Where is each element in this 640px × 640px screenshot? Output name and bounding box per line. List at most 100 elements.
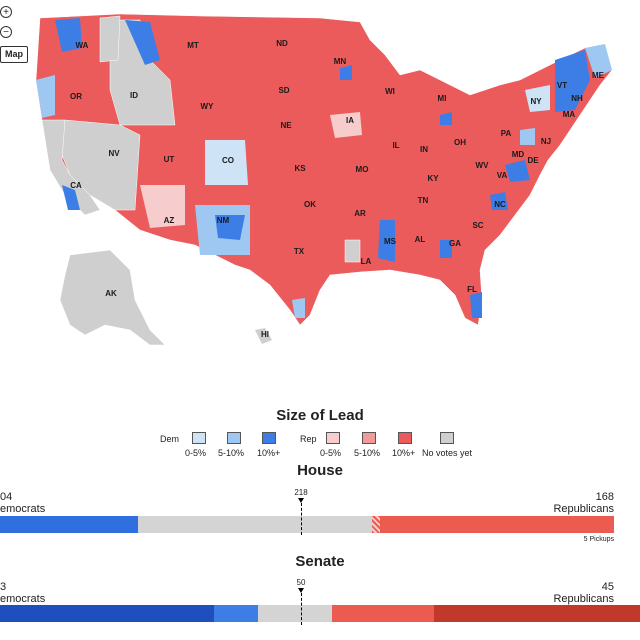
senate-rep-name: Republicans [553,593,614,605]
state-label-sd: SD [278,86,289,95]
legend-title: Size of Lead [276,407,364,424]
state-label-ok: OK [304,200,316,209]
region-no-votes-wa [99,15,121,63]
region-dem-tx [292,298,305,318]
senate-bar-rep-held [434,605,640,622]
house-dem-count: 04 [0,491,13,503]
house-dem-name: emocrats [0,503,46,515]
senate-seat-bar [0,605,640,622]
legend-swatch-no-votes [440,432,454,444]
us-map[interactable]: WA MT ND ME MN OR ID SD VT NH WI MI NY MA WY IA NE PA NJ NV… [0,0,640,390]
senate-bar-undecided [258,605,332,622]
region-dem-mn [340,65,352,80]
state-label-nc: NC [494,200,506,209]
house-title: House [297,462,343,479]
state-label-me: ME [592,71,605,80]
state-label-nm: NM [217,216,230,225]
state-label-tn: TN [418,196,429,205]
senate-bar-dem-new [214,605,258,622]
legend-swatch-dem-5-10 [227,432,241,444]
hawaii [255,328,272,344]
state-label-mt: MT [187,41,199,50]
legend-swatch-dem-10 [262,432,276,444]
state-label-il: IL [392,141,399,150]
state-label-mo: MO [356,165,369,174]
state-label-co: CO [222,156,234,165]
state-label-ne: NE [280,121,292,130]
legend-label-no-votes: No votes yet [422,448,473,458]
house-bar-rep [380,516,614,533]
region-dem-nm2 [215,215,245,240]
region-no-votes-nv [59,119,141,211]
state-label-wv: WV [476,161,490,170]
region-dem-ca [62,185,80,210]
legend-label-dem-10: 10%+ [257,448,281,458]
state-label-mn: MN [334,57,347,66]
map-view-toggle[interactable]: Map [0,46,28,63]
senate-threshold-line [301,593,302,625]
state-label-az: AZ [164,216,175,225]
state-label-md: MD [512,150,525,159]
region-no-votes-ca [41,119,101,216]
region-dem-wa [55,18,82,52]
state-label-ma: MA [563,110,576,119]
region-dem-fl [470,292,482,318]
legend-label-rep-0-5: 0-5% [320,448,342,458]
legend-label-rep-5-10: 5-10% [354,448,381,458]
state-label-in: IN [420,145,428,154]
senate-dem-name: emocrats [0,593,46,605]
state-label-tx: TX [294,247,305,256]
state-label-la: LA [361,257,372,266]
state-label-ms: MS [384,237,397,246]
state-label-ia: IA [346,116,354,125]
state-label-va: VA [497,171,508,180]
senate-rep-count: 45 [601,581,614,593]
legend-rep-label: Rep [300,434,317,444]
state-label-ak: AK [105,289,117,298]
state-label-al: AL [415,235,426,244]
state-label-oh: OH [454,138,466,147]
state-labels: WA MT ND ME MN OR ID SD VT NH WI MI NY MA WY IA NE PA NJ NV… [70,39,605,339]
region-dem-ny [525,85,550,112]
election-map[interactable]: WA MT ND ME MN OR ID SD VT NH WI MI NY MA WY IA NE PA NJ NV… [0,0,640,390]
state-label-vt: VT [557,81,567,90]
region-dem-ga [440,240,452,258]
house-threshold-line [301,503,302,535]
legend-label-dem-5-10: 5-10% [218,448,245,458]
senate-bar-rep-new [332,605,434,622]
legend-swatch-rep-5-10 [362,432,376,444]
zoom-in-button[interactable]: + [0,6,12,18]
region-dem-mi [440,112,452,125]
state-label-ny: NY [530,97,542,106]
house-rep-name: Republicans [553,503,614,515]
region-dem-ma [585,44,612,78]
house-seat-bar [0,516,640,533]
state-label-nv: NV [108,149,120,158]
state-label-ga: GA [449,239,461,248]
region-dem-ms [378,220,395,262]
region-dem-or [36,75,55,118]
legend-label-rep-10: 10%+ [392,448,416,458]
region-dem-ne [555,50,590,112]
state-label-nj: NJ [541,137,551,146]
region-dem-mt [125,20,160,65]
house-threshold-marker [298,498,304,503]
state-label-nd: ND [276,39,288,48]
state-label-ar: AR [354,209,366,218]
state-label-nh: NH [571,94,583,103]
state-label-ut: UT [164,155,175,164]
state-label-pa: PA [501,129,512,138]
state-label-mi: MI [438,94,447,103]
senate-threshold-marker [298,588,304,593]
state-label-id: ID [130,91,138,100]
house-bar-rep-pickups [372,516,380,533]
state-label-wy: WY [201,102,215,111]
alaska [59,249,166,346]
region-rep-az [140,185,185,228]
state-label-wi: WI [385,87,395,96]
region-dem-va [505,160,530,182]
zoom-out-button[interactable]: − [0,26,12,38]
senate-title: Senate [295,553,345,570]
state-label-de: DE [527,156,539,165]
region-dem-pa [520,128,535,145]
